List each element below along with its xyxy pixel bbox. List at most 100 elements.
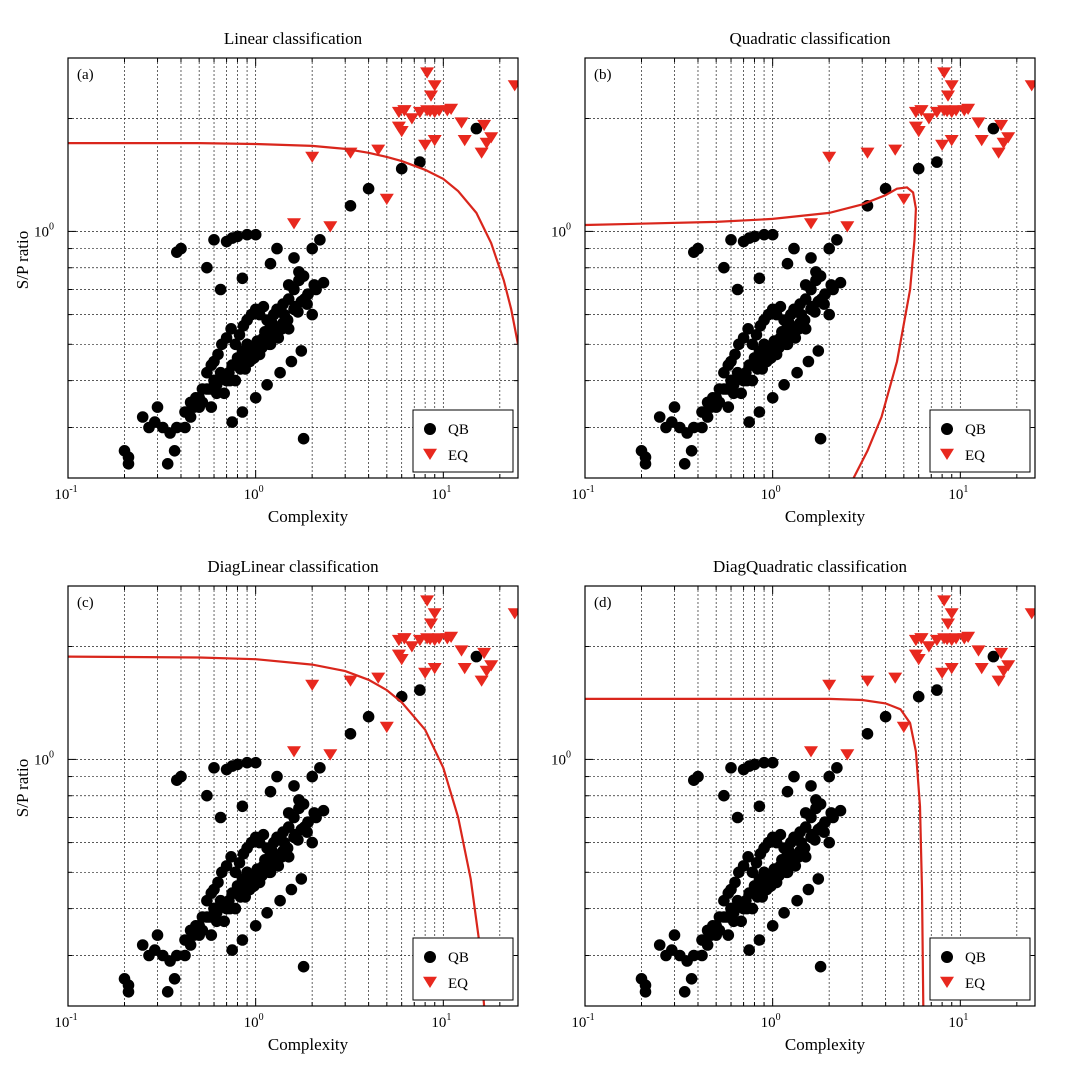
qb-point [814,432,827,445]
eq-point [420,595,435,607]
qb-point [193,401,205,413]
qb-point [823,242,835,255]
panel-label: (d) [594,595,612,611]
qb-point [668,929,681,941]
qb-point [791,894,803,907]
qb-point [231,230,244,243]
qb-point [236,800,249,813]
eq-point [914,105,929,117]
qb-point [653,939,666,951]
qb-point [718,261,730,274]
qb-point [278,836,291,849]
eq-point [991,675,1006,687]
eq-point [379,193,394,205]
qb-point [768,335,781,347]
qb-point [161,986,174,998]
eq-point [424,618,438,630]
qb-point [168,973,181,985]
qb-point [257,828,270,841]
qb-point [470,650,483,663]
eq-point [941,90,955,102]
qb-point [791,366,803,379]
qb-point [289,828,301,841]
qb-point [814,960,827,973]
eq-point [804,746,818,758]
qb-point [243,873,255,885]
plot-frame [67,585,519,1007]
eq-point [394,126,409,138]
qb-point [282,293,295,305]
eq-point [305,151,320,163]
qb-point [175,770,187,783]
qb-point [225,851,237,863]
legend-eq-marker [940,448,954,460]
qb-point [750,355,763,368]
eq-point [418,667,433,679]
qb-point [805,252,817,264]
qb-point [731,283,744,296]
qb-point [308,807,321,819]
qb-point [783,845,795,857]
eq-point [937,67,952,79]
qb-point [278,308,291,321]
eq-point [971,645,986,657]
eq-point [507,608,518,620]
series-qb [635,650,1000,998]
qb-point [306,242,319,255]
qb-point [879,182,892,195]
legend-eq-marker [940,976,954,988]
qb-point [171,421,183,434]
eq-point [804,218,818,230]
qb-point [781,785,794,798]
qb-point [802,883,815,896]
qb-point [193,929,205,941]
qb-point [184,411,197,423]
qb-point [766,392,779,404]
qb-point [778,907,790,919]
qb-point [806,300,818,313]
eq-point [914,633,929,645]
qb-point [750,329,763,341]
qb-point [266,845,278,857]
qb-point [226,944,238,956]
eq-point [404,113,419,125]
qb-point [740,366,752,379]
qb-point [912,690,925,703]
qb-point [251,863,264,875]
eq-point [888,144,903,156]
qb-point [768,863,781,875]
eq-point [860,147,875,159]
qb-point [306,770,319,783]
qb-point [236,934,249,946]
series-eq [287,595,518,761]
eq-point [477,647,492,660]
qb-point [226,416,238,428]
eq-point [444,631,459,643]
qb-point [233,355,246,368]
qb-point [233,857,246,869]
qb-point [987,122,1000,135]
qb-point [696,949,708,962]
x-tick-label: 10-1 [571,1012,594,1031]
qb-point [201,789,213,802]
qb-point [688,949,700,962]
qb-point [750,883,763,896]
qb-point [249,392,262,404]
legend-qb-label: QB [448,422,469,438]
qb-point [233,883,246,896]
qb-point [815,821,828,833]
eq-point [474,147,489,159]
qb-point [776,326,788,338]
qb-point [251,335,264,347]
qb-point [271,770,283,783]
qb-point [223,366,235,379]
qb-point [825,807,837,819]
x-axis-label: Complexity [785,507,866,526]
legend-eq-label: EQ [448,976,468,992]
panel-b: Quadratic classification (b) 10-1 100 101 100… [551,29,1036,526]
qb-point [912,162,925,175]
legend: QB EQ [412,937,514,1001]
qb-point [161,458,174,470]
qb-point [799,807,812,819]
x-tick-label: 10-1 [54,1012,77,1031]
